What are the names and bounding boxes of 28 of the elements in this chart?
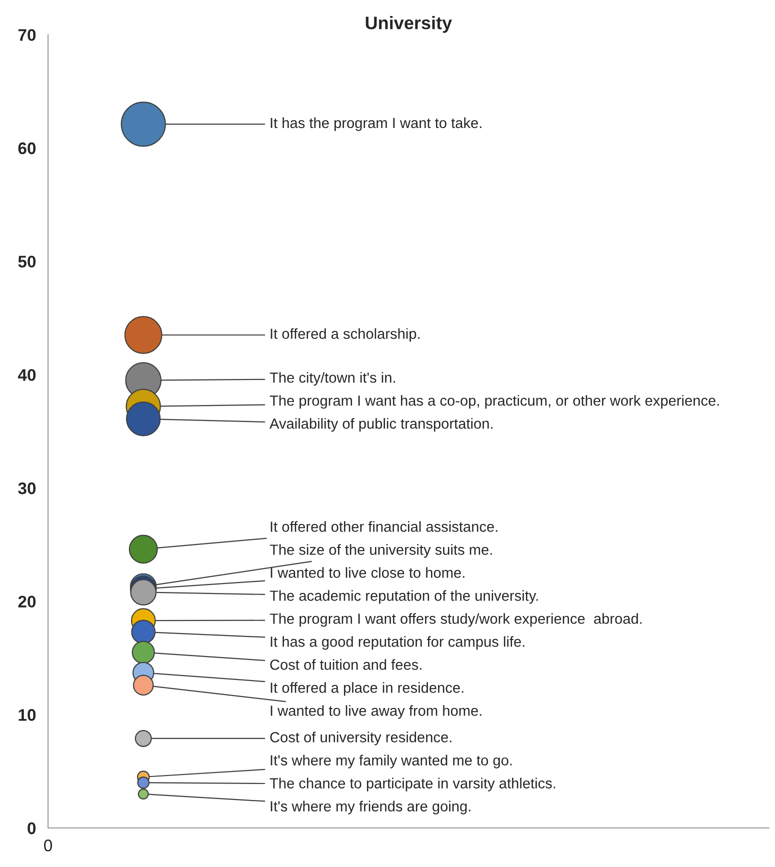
text: It's where my friends are going.	[270, 800, 470, 814]
text: It offered other financial assistance.	[270, 521, 498, 532]
text: Cost of university residence.	[270, 732, 452, 746]
text: The program I want has a co-op, practicum, or other work experience.	[270, 395, 719, 409]
text: It's where my family wanted me to go.	[270, 754, 512, 768]
text: The academic reputation of the university.	[270, 590, 538, 604]
y-tick-label: 70	[18, 29, 36, 41]
y-tick-label: 50	[18, 256, 36, 268]
text: 0	[44, 840, 52, 852]
text: I wanted to live away from home.	[270, 705, 482, 719]
text: It has the program I want to take.	[270, 117, 482, 132]
y-tick-label: 60	[18, 142, 36, 154]
text: It offered a scholarship.	[270, 328, 420, 342]
text: It has a good reputation for campus life.	[270, 636, 524, 650]
y-tick-label: 0	[28, 822, 36, 834]
y-tick-label: 30	[18, 482, 36, 494]
text: Cost of tuition and fees.	[270, 659, 422, 670]
text: It offered a place in residence.	[270, 682, 464, 696]
text: The chance to participate in varsity athletics.	[270, 778, 556, 792]
chart-title: University	[366, 16, 452, 33]
y-tick-label: 20	[18, 596, 36, 608]
text: The city/town it's in.	[270, 372, 395, 386]
text: The size of the university suits me.	[270, 544, 492, 558]
y-tick-label: 10	[18, 709, 36, 721]
y-tick-label: 40	[18, 369, 36, 381]
text: The program I want offers study/work experience abroad.	[270, 613, 642, 627]
text: Availability of public transportation.	[270, 418, 492, 432]
text: I wanted to live close to home.	[270, 567, 464, 578]
